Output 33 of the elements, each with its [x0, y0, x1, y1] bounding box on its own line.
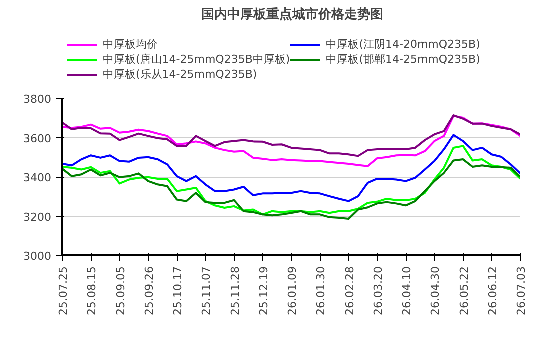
x-tick-label: 26.05.22 [458, 266, 471, 316]
legend-label: 中厚板(邯郸14-25mmQ235B) [326, 52, 480, 67]
x-tick-label: 26.01.09 [286, 266, 299, 316]
legend-label: 中厚板(乐从14-25mmQ235B) [103, 67, 258, 82]
line-series [62, 114, 520, 158]
y-tick-label: 3400 [24, 172, 52, 184]
x-tick-label: 26.04.10 [400, 266, 414, 316]
line-series [62, 134, 520, 202]
y-tick-label: 3000 [24, 250, 52, 263]
x-tick-label: 25.10.17 [172, 266, 184, 316]
x-tick-label: 26.03.20 [372, 266, 385, 316]
x-tick-label: 25.08.15 [86, 266, 99, 316]
y-tick-label: 3200 [24, 210, 52, 224]
line-series [62, 158, 520, 220]
y-tick-label: 3600 [24, 132, 52, 146]
x-tick-label: 25.11.07 [200, 266, 214, 316]
chart-title: 国内中厚板重点城市价格走势图 [202, 6, 384, 22]
x-tick-label: 25.07.25 [57, 266, 70, 316]
x-tick-label: 25.09.26 [142, 266, 156, 316]
line-series [62, 115, 520, 168]
x-tick-label: 26.04.30 [429, 266, 442, 316]
x-tick-label: 26.01.30 [314, 266, 328, 316]
x-tick-label: 26.07.03 [515, 266, 528, 316]
x-tick-label: 26.02.28 [343, 266, 356, 316]
legend-label: 中厚板(唐山14-25mmQ235B中厚板) [103, 52, 290, 67]
legend-label: 中厚板均价 [103, 37, 158, 52]
line-series [62, 145, 520, 216]
x-tick-label: 25.12.19 [257, 266, 270, 316]
x-tick-label: 25.11.28 [228, 266, 242, 316]
legend-label: 中厚板(江阴14-20mmQ235B) [326, 37, 480, 52]
x-tick-label: 26.06.12 [486, 266, 500, 316]
y-tick-label: 3800 [24, 93, 52, 106]
x-tick-label: 25.09.05 [114, 266, 128, 316]
